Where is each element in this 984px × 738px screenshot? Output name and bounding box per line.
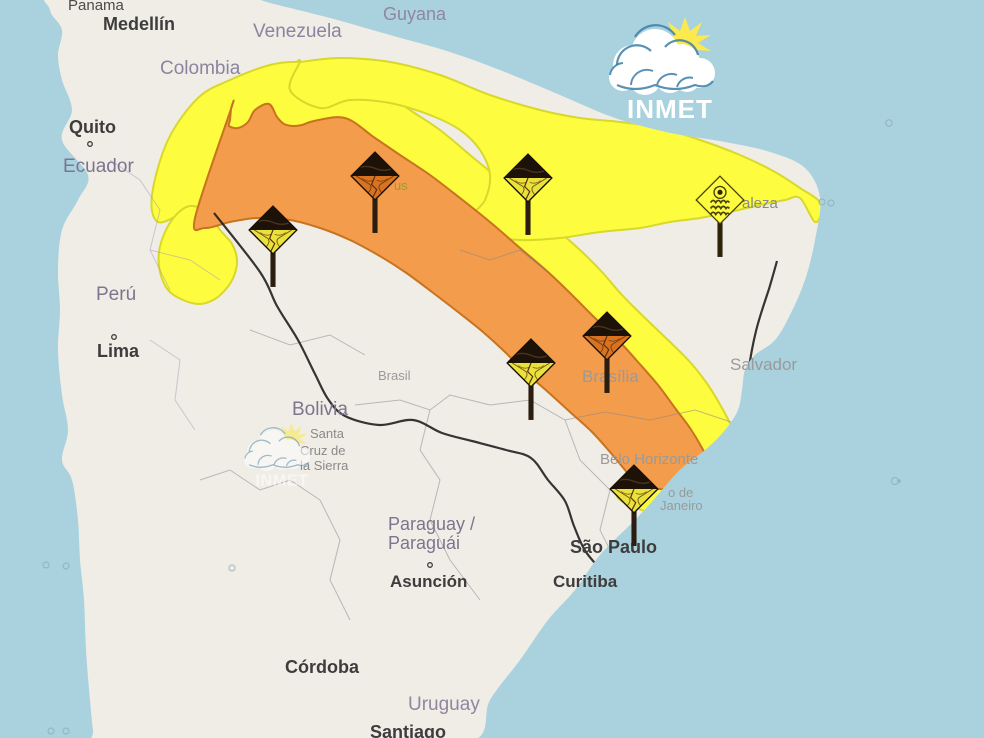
svg-text:Brasília: Brasília [582,367,639,386]
svg-text:Belo Horizonte: Belo Horizonte [600,451,698,468]
svg-text:Uruguay: Uruguay [408,694,480,715]
svg-text:Brasil: Brasil [378,368,411,383]
svg-text:Paraguái: Paraguái [388,533,460,553]
svg-text:Venezuela: Venezuela [253,21,342,42]
svg-text:Asunción: Asunción [390,572,467,591]
svg-text:São Paulo: São Paulo [570,537,657,557]
svg-text:Curitiba: Curitiba [553,572,618,591]
svg-text:Quito: Quito [69,117,116,137]
svg-text:Santa: Santa [310,426,345,441]
svg-text:aleza: aleza [742,195,779,212]
svg-text:Panama: Panama [68,0,125,14]
svg-text:Lima: Lima [97,341,140,361]
svg-text:Bolivia: Bolivia [292,399,348,420]
svg-text:Córdoba: Córdoba [285,657,360,677]
svg-text:Janeiro: Janeiro [660,498,703,513]
svg-text:Paraguay /: Paraguay / [388,514,475,534]
svg-text:Santiago: Santiago [370,722,446,738]
svg-text:Colombia: Colombia [160,58,241,79]
svg-text:Medellín: Medellín [103,14,175,34]
svg-text:us: us [394,178,408,193]
svg-text:Perú: Perú [96,284,136,305]
svg-text:Guyana: Guyana [383,4,447,24]
svg-text:Salvador: Salvador [730,355,797,374]
svg-text:Ecuador: Ecuador [63,156,134,177]
